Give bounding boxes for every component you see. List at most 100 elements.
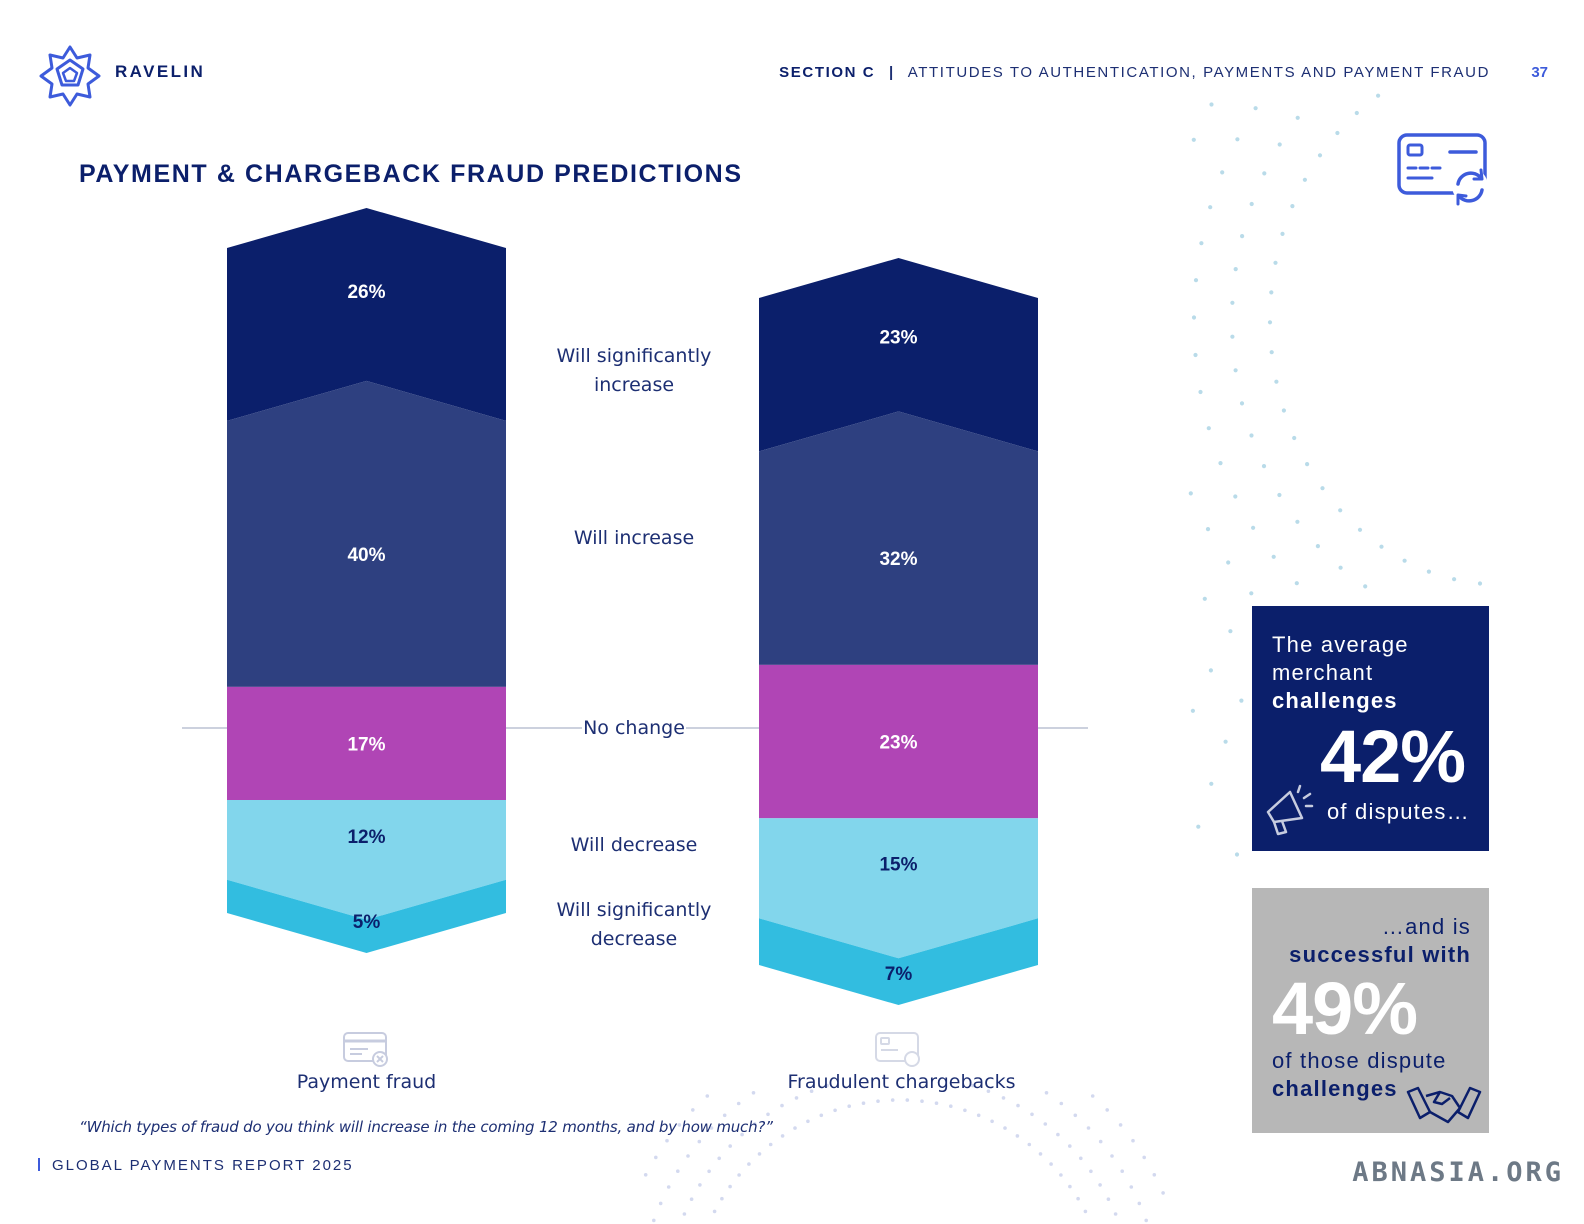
center-category-labels: Will significantly increase Will increase N… xyxy=(557,345,712,950)
callout1-line3: challenges xyxy=(1272,688,1398,713)
decor-dot xyxy=(780,1134,785,1138)
decor-dot xyxy=(1230,334,1235,339)
decor-dot xyxy=(1198,389,1203,395)
decor-dot xyxy=(1142,1155,1146,1160)
decor-dot xyxy=(1233,368,1238,373)
decor-dot xyxy=(1113,1212,1118,1216)
decor-dot xyxy=(1317,153,1323,158)
decor-dot xyxy=(1249,201,1254,207)
bar-segment-will-increase-0 xyxy=(227,380,506,687)
decor-dot xyxy=(986,1089,991,1093)
center-series-label: Will significantly xyxy=(557,899,712,921)
decor-dot xyxy=(1098,1139,1103,1144)
decor-dot xyxy=(768,1142,773,1147)
page-title: PAYMENT & CHARGEBACK FRAUD PREDICTIONS xyxy=(79,160,743,188)
decor-dot xyxy=(1262,171,1267,176)
decor-dot xyxy=(990,1119,994,1124)
bar-segment-will-significantly-increase-1 xyxy=(759,258,1038,452)
decor-dot xyxy=(676,1169,680,1173)
decor-dot xyxy=(1363,584,1368,589)
decor-dot xyxy=(1001,1096,1006,1100)
decor-dot xyxy=(712,1209,717,1214)
decor-dot xyxy=(1338,565,1343,570)
footer-report-name: GLOBAL PAYMENTS REPORT 2025 xyxy=(38,1157,354,1174)
value-label: 12% xyxy=(347,827,385,848)
decor-dot xyxy=(847,1104,851,1108)
decor-dot xyxy=(1239,401,1245,406)
decorative-dot-pattern xyxy=(643,93,1483,1223)
decor-dot xyxy=(934,1101,939,1105)
decor-dot xyxy=(1335,130,1340,136)
decor-dot xyxy=(1086,1126,1091,1130)
callout1-line1: The average xyxy=(1272,632,1409,657)
decor-dot xyxy=(1016,1103,1020,1108)
decor-dot xyxy=(707,1169,711,1174)
decor-dot xyxy=(1220,170,1225,175)
decor-dot xyxy=(686,1154,690,1158)
callout2-line3: of those dispute xyxy=(1272,1048,1447,1073)
decor-dot xyxy=(1193,352,1198,358)
decor-dot xyxy=(1129,1185,1134,1189)
decor-dot xyxy=(1235,137,1240,142)
decor-dot xyxy=(1059,1173,1063,1177)
decor-dot xyxy=(766,1112,770,1117)
decor-dot xyxy=(1027,1142,1032,1147)
decor-dot xyxy=(1230,300,1235,305)
chargeback-card-icon xyxy=(875,1032,920,1067)
decor-dot xyxy=(861,1101,866,1105)
decor-dot xyxy=(737,1173,741,1177)
decor-dot xyxy=(1131,1138,1135,1143)
callout2-line2: successful with xyxy=(1289,942,1471,967)
category-label: Payment fraud xyxy=(297,1071,436,1093)
decor-dot xyxy=(1251,525,1256,530)
decor-dot xyxy=(1003,1126,1007,1130)
decor-dot xyxy=(1199,241,1204,246)
decor-dot xyxy=(1098,1183,1102,1187)
decor-dot xyxy=(1208,205,1213,210)
value-labels: 26% 40% 17% 12% 5% 23% 32% 23% 15% 7% xyxy=(347,282,917,985)
value-label: 15% xyxy=(879,854,917,875)
decor-dot xyxy=(1137,1201,1142,1206)
footer-accent-bar xyxy=(38,1158,40,1171)
card-refresh-icon xyxy=(1397,133,1488,206)
callout1-tail: of disputes… xyxy=(1327,799,1470,824)
decor-dot xyxy=(1281,408,1286,413)
decor-dot xyxy=(1193,278,1199,283)
decor-dot xyxy=(740,1132,744,1137)
decor-dot xyxy=(682,1212,687,1216)
decor-dot xyxy=(1376,93,1381,98)
decor-dot xyxy=(920,1099,924,1103)
value-label: 32% xyxy=(879,549,917,570)
decor-dot xyxy=(1030,1112,1034,1117)
decor-dot xyxy=(1188,491,1193,496)
decor-dot xyxy=(876,1099,880,1103)
decor-dot xyxy=(1209,102,1214,107)
stacked-bars xyxy=(227,208,1038,1005)
decor-dot xyxy=(1044,1091,1049,1095)
decor-dot xyxy=(1357,527,1363,532)
decor-dot xyxy=(720,1196,724,1201)
decor-dot xyxy=(1338,508,1343,513)
decor-dot xyxy=(1233,494,1238,499)
decor-dot xyxy=(971,1083,975,1088)
decor-dot xyxy=(1120,1169,1124,1173)
decor-dot xyxy=(890,1098,895,1102)
decor-dot xyxy=(691,1108,695,1112)
decor-dot xyxy=(1105,1108,1109,1112)
decor-dot xyxy=(1295,519,1300,524)
decor-dot xyxy=(1079,1156,1083,1161)
card-declined-icon xyxy=(343,1032,388,1067)
decor-dot xyxy=(1269,350,1274,355)
bar-segment-no-change-0 xyxy=(227,686,506,800)
decor-dot xyxy=(1190,708,1195,713)
decor-dot xyxy=(697,1139,702,1144)
decor-dot xyxy=(747,1162,751,1166)
footer-report-text: GLOBAL PAYMENTS REPORT 2025 xyxy=(52,1157,354,1174)
decor-dot xyxy=(1191,315,1197,320)
bar-segment-will-significantly-decrease-0 xyxy=(227,879,506,953)
decor-dot xyxy=(1249,591,1254,596)
decor-dot xyxy=(1477,581,1483,586)
decor-dot xyxy=(1049,1162,1053,1166)
center-series-label: decrease xyxy=(591,928,678,950)
decor-dot xyxy=(1110,1154,1114,1158)
